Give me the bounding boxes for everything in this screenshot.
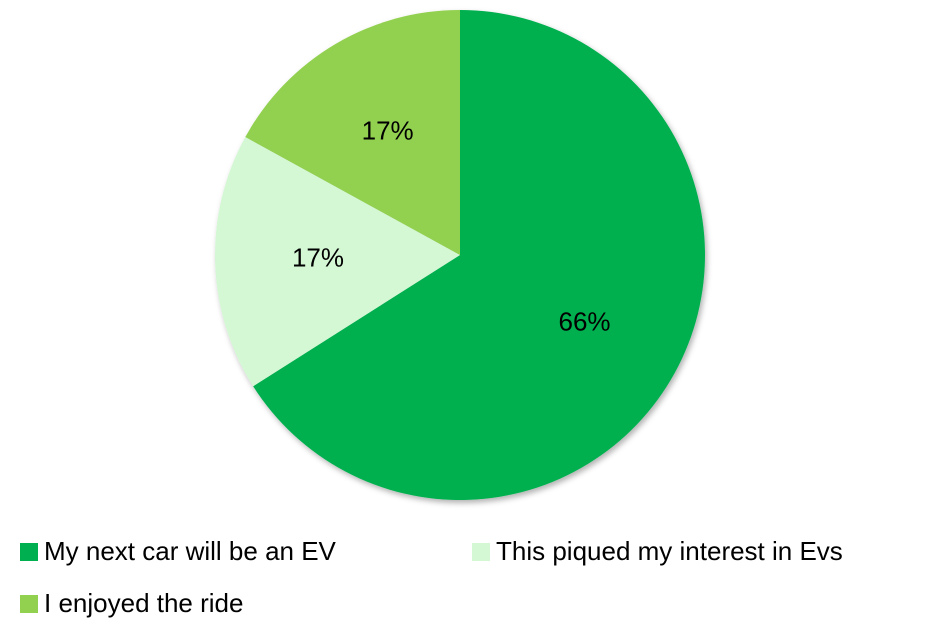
pie <box>214 10 706 501</box>
legend-label: My next car will be an EV <box>44 536 337 566</box>
data-label: 17% <box>362 116 414 146</box>
legend-label: This piqued my interest in Evs <box>496 536 843 566</box>
legend-swatch <box>472 543 490 561</box>
data-label: 66% <box>558 306 610 336</box>
pie-slice <box>253 10 706 501</box>
legend-label: I enjoyed the ride <box>44 588 243 618</box>
pie-slice <box>245 10 460 255</box>
data-label: 17% <box>292 242 344 272</box>
legend-swatch <box>20 543 38 561</box>
pie-slice <box>214 136 460 387</box>
legend-swatch <box>20 595 38 613</box>
